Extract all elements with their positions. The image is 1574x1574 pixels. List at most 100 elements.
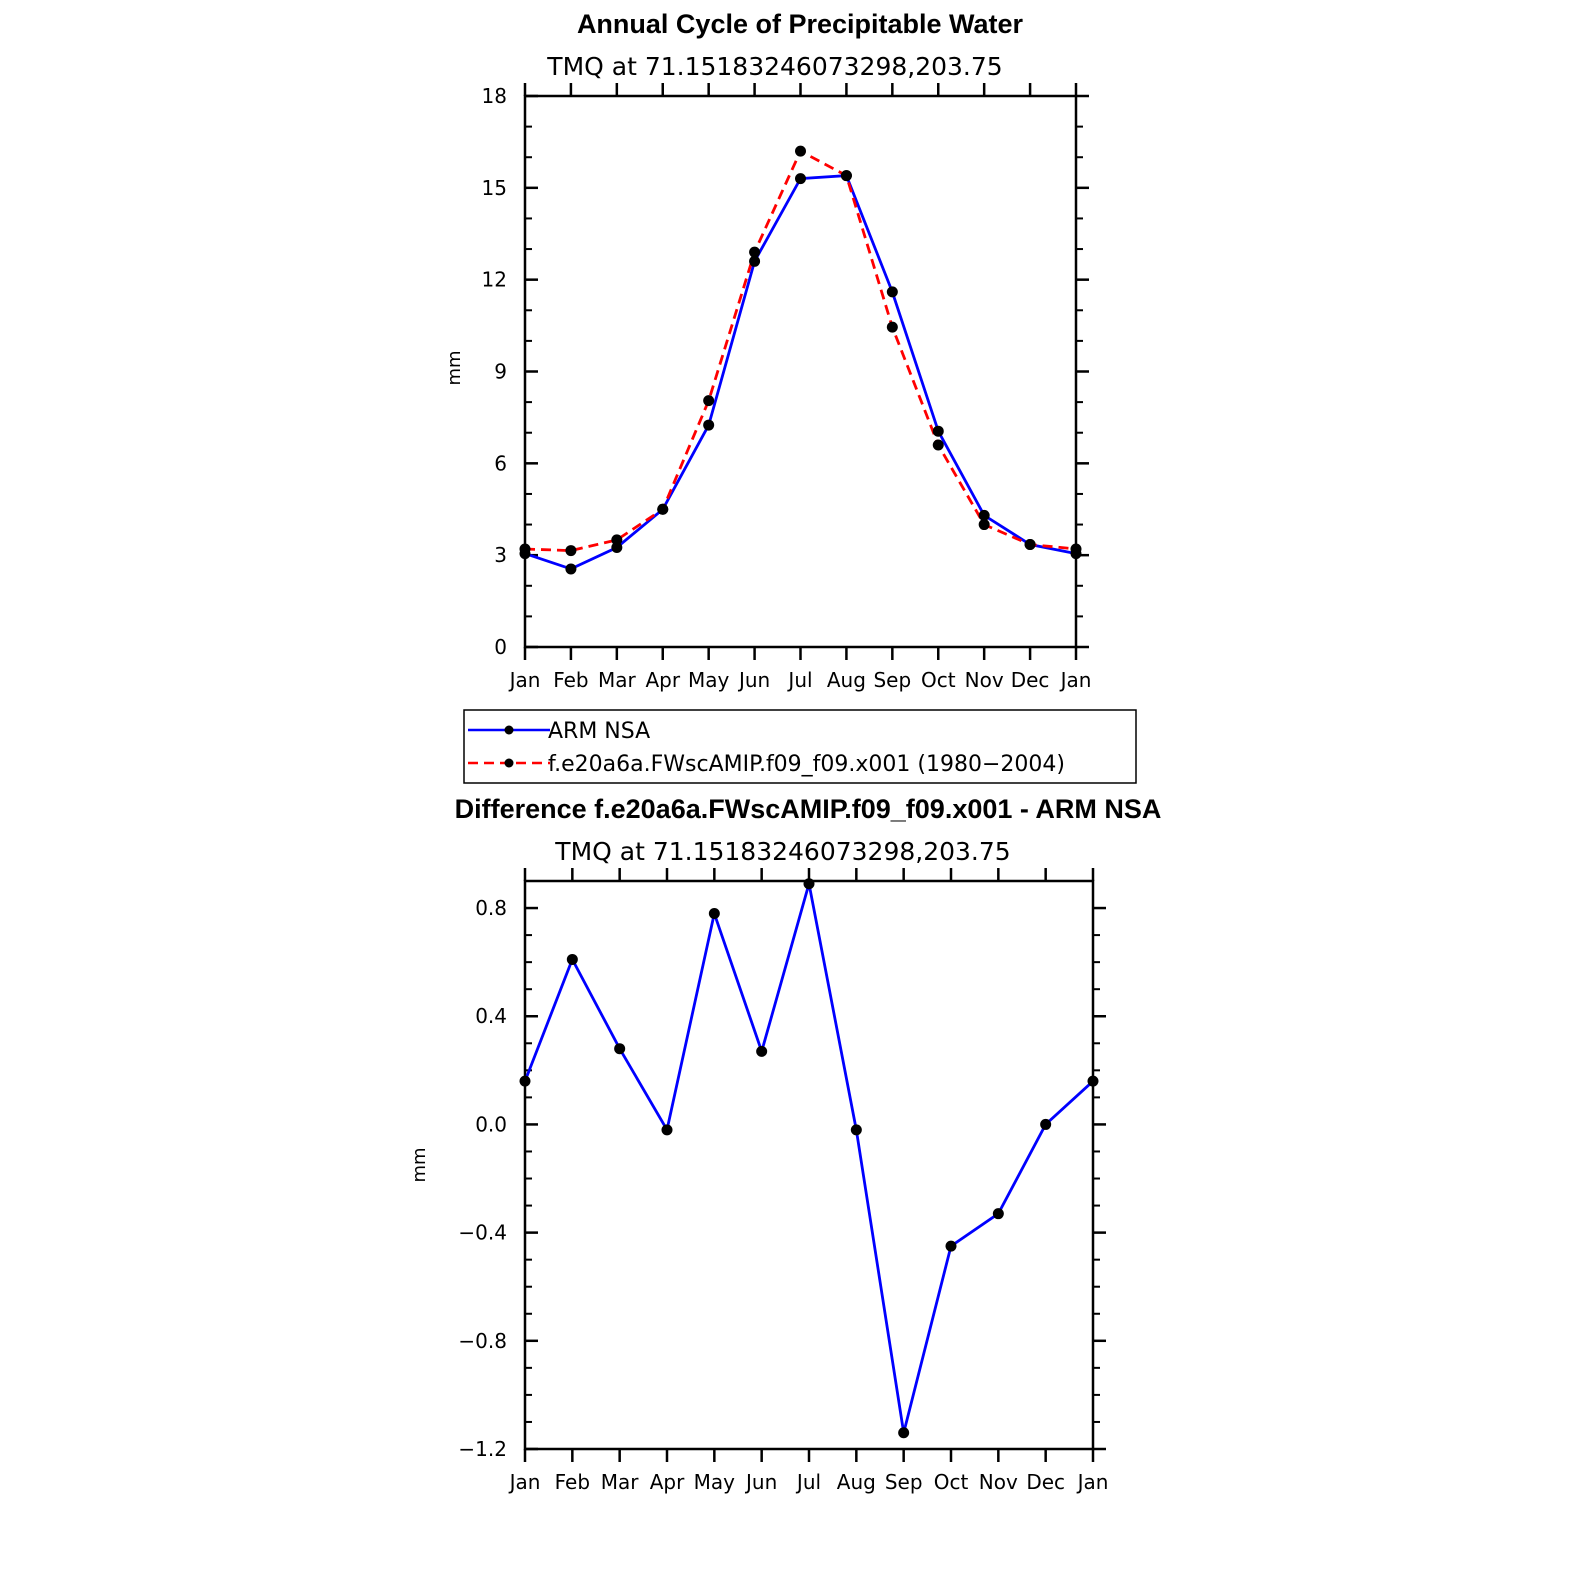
x-tick-label: Mar [598,668,637,692]
x-tick-label: Apr [650,1470,685,1494]
x-tick-label: Jan [1059,668,1092,692]
x-tick-label: May [688,668,730,692]
series-1-point [1070,543,1082,555]
chart2-ytick-labels: −1.2 −0.8 −0.4 0.0 0.4 0.8 [458,896,507,1461]
x-tick-label: Jan [508,668,541,692]
chart1-ticks [523,83,1089,660]
series-0-point [756,1045,768,1057]
y-tick-label: 3 [494,543,507,567]
x-tick-label: Mar [601,1470,640,1494]
x-tick-label: Nov [965,668,1004,692]
legend-marker-model [504,758,514,768]
x-tick-label: Jun [744,1470,777,1494]
y-tick-label: 9 [494,360,507,384]
series-1-point [657,503,669,515]
y-tick-label: 0 [494,635,507,659]
y-tick-label: −1.2 [458,1437,507,1461]
x-tick-label: Jul [786,668,812,692]
y-tick-label: 12 [482,268,507,292]
chart2-subtitle: TMQ at 71.15183246073298,203.75 [554,837,1010,866]
series-1-point [1024,538,1036,550]
series-0-point [992,1208,1004,1220]
series-1-point [932,439,944,451]
legend-label-model: f.e20a6a.FWscAMIP.f09_f09.x001 (1980−200… [548,752,1065,777]
series-0-point [978,509,990,521]
series-0-point [795,173,806,185]
y-tick-label: 18 [482,84,507,108]
series-1-point [886,321,898,333]
legend: ARM NSA f.e20a6a.FWscAMIP.f09_f09.x001 (… [463,709,1137,784]
series-0-point [565,563,577,575]
x-tick-label: May [694,1470,736,1494]
x-tick-label: Jul [795,1470,821,1494]
series-0-point [614,1043,626,1055]
y-tick-label: −0.8 [458,1329,507,1353]
x-tick-label: Jun [737,668,770,692]
chart1-ylabel: mm [444,350,465,385]
series-0-point [898,1427,910,1439]
x-tick-label: Aug [827,668,866,692]
x-tick-label: Feb [555,1470,590,1494]
y-tick-label: 0.8 [475,896,507,920]
series-0-point [749,255,761,267]
chart2-ticks [523,868,1106,1462]
chart1-title: Annual Cycle of Precipitable Water [577,9,1024,39]
chart2-xtick-labels: Jan Feb Mar Apr May Jun Jul Aug Sep Oct Nov Dec Jan [508,1470,1109,1494]
chart1-series [519,145,1082,575]
series-0-point [703,419,715,431]
series-1-point [611,534,623,546]
chart2-series [519,878,1099,1439]
series-1-point [795,145,806,157]
series-0-point [1040,1118,1052,1130]
x-tick-label: Aug [837,1470,876,1494]
series-0-point [803,878,815,890]
series-0-point [886,286,898,298]
x-tick-label: Feb [553,668,588,692]
legend-marker-arm-nsa [504,725,514,735]
series-line-0 [523,883,1094,1434]
series-0-point [708,907,720,919]
series-0-point [611,542,623,554]
series-1-point [978,519,990,531]
x-tick-label: Apr [645,668,680,692]
legend-label-arm-nsa: ARM NSA [548,719,650,744]
series-1-point [703,395,715,407]
x-tick-label: Sep [885,1470,923,1494]
y-tick-label: 0.4 [475,1004,507,1028]
series-1-point [565,545,577,557]
chart2-ylabel: mm [409,1147,430,1182]
x-tick-label: Nov [979,1470,1018,1494]
x-tick-label: Sep [873,668,911,692]
x-tick-label: Jan [508,1470,541,1494]
chart1-ytick-labels: 0 3 6 9 12 15 18 [482,84,507,659]
y-tick-label: 15 [482,176,507,200]
legend-box [463,709,1137,784]
series-1-point [840,170,852,182]
x-tick-label: Dec [1026,1470,1065,1494]
annual-cycle-chart: Annual Cycle of Precipitable Water TMQ a… [444,9,1091,692]
y-tick-label: 0.0 [475,1112,507,1136]
chart1-subtitle: TMQ at 71.15183246073298,203.75 [546,52,1002,81]
y-tick-label: 6 [494,451,507,475]
chart2-plot-frame [523,879,1095,1451]
y-tick-label: −0.4 [458,1221,507,1245]
series-1-point [749,246,761,258]
series-line-0 [524,174,1077,571]
x-tick-label: Oct [934,1470,969,1494]
series-0-point [519,1075,531,1087]
series-0-point [566,953,578,965]
series-1-point [519,543,531,555]
x-tick-label: Dec [1011,668,1050,692]
series-0-point [661,1124,673,1136]
chart2-title: Difference f.e20a6a.FWscAMIP.f09_f09.x00… [455,794,1162,824]
x-tick-label: Oct [921,668,956,692]
x-tick-label: Jan [1076,1470,1109,1494]
series-0-point [850,1124,862,1136]
difference-chart: Difference f.e20a6a.FWscAMIP.f09_f09.x00… [409,794,1161,1494]
series-line-1 [524,149,1077,553]
series-0-point [945,1240,957,1252]
chart1-xtick-labels: Jan Feb Mar Apr May Jun Jul Aug Sep Oct Nov Dec Jan [508,668,1092,692]
series-0-point [932,425,944,437]
series-0-point [1087,1075,1099,1087]
